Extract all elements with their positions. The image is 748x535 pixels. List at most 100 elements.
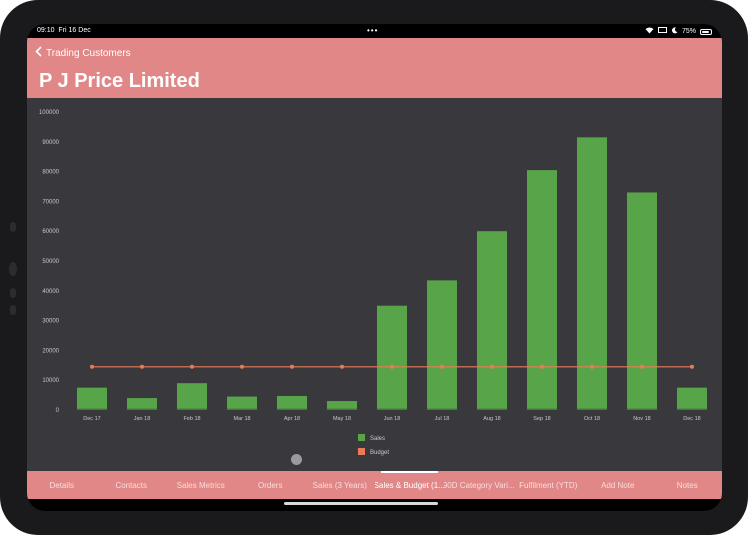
home-indicator-area: [27, 499, 722, 511]
camera: [9, 262, 17, 276]
sales-bar-base: [627, 408, 657, 410]
sales-bar: [327, 401, 357, 410]
status-bar: 09:10 Fri 16 Dec ••• 75%: [27, 24, 722, 38]
sales-bar-base: [427, 408, 457, 410]
sales-bar-base: [127, 408, 157, 410]
sales-bar-base: [277, 408, 307, 410]
sales-bar: [677, 387, 707, 410]
budget-point: [140, 364, 144, 369]
legend-label-budget: Budget: [370, 450, 389, 456]
home-indicator[interactable]: [284, 502, 438, 505]
sales-bar: [577, 137, 607, 410]
time-text: 09:10: [37, 27, 55, 34]
x-tick-label: Dec 17: [83, 416, 100, 422]
screen: 09:10 Fri 16 Dec ••• 75%: [27, 24, 722, 511]
sales-bar-base: [77, 408, 107, 410]
tab-details[interactable]: Details: [49, 480, 74, 490]
y-tick-label: 50000: [42, 259, 59, 265]
y-tick-label: 100000: [39, 110, 60, 116]
x-tick-label: Feb 18: [183, 416, 200, 422]
y-tick-label: 30000: [42, 319, 59, 325]
sales-bar-base: [477, 408, 507, 410]
y-tick-label: 80000: [42, 170, 59, 176]
sales-bar: [377, 305, 407, 410]
screen-mirroring-icon: [657, 27, 667, 36]
chevron-left-icon: [35, 46, 42, 60]
side-button: [10, 305, 16, 315]
sales-bar: [627, 192, 657, 410]
tab-sales-3-years[interactable]: Sales (3 Years): [312, 480, 367, 490]
x-tick-label: Sep 18: [533, 416, 550, 422]
status-icons: 75%: [645, 27, 712, 36]
budget-point: [90, 364, 94, 369]
moon-icon: [671, 27, 678, 36]
tab-sales-metrics[interactable]: Sales Metrics: [176, 480, 225, 490]
budget-point: [490, 364, 494, 369]
x-tick-label: Nov 18: [633, 416, 650, 422]
x-tick-label: Jun 18: [384, 416, 401, 422]
date-text: Fri 16 Dec: [58, 27, 91, 34]
budget-point: [690, 364, 694, 369]
side-button: [10, 288, 16, 298]
sales-bar-base: [577, 408, 607, 410]
battery-percent: 75%: [681, 28, 696, 35]
x-tick-label: Oct 18: [584, 416, 600, 422]
y-tick-label: 0: [56, 408, 60, 414]
x-tick-label: Mar 18: [233, 416, 250, 422]
sales-bar: [277, 395, 307, 410]
sales-bar-base: [677, 408, 707, 410]
legend-swatch-sales: [358, 434, 365, 441]
tab-orders[interactable]: Orders: [258, 480, 283, 490]
budget-point: [440, 364, 444, 369]
tab-fulfilment-ytd[interactable]: Fulfilment (YTD): [519, 480, 578, 490]
scroll-indicator[interactable]: [291, 454, 302, 465]
battery-icon: [700, 28, 712, 35]
tab-sales-budget-1[interactable]: Sales & Budget (1...: [375, 471, 444, 499]
budget-point: [640, 364, 644, 369]
back-button[interactable]: Trading Customers: [35, 46, 131, 60]
chart-area: 0 10000 20000 30000 40000 50000 60000 70000 8000…: [27, 98, 722, 471]
budget-point: [590, 364, 594, 369]
sales-bar: [477, 231, 507, 410]
back-button-label: Trading Customers: [46, 47, 131, 59]
x-tick-label: May 18: [333, 416, 351, 422]
sales-bar: [177, 383, 207, 410]
tab-90d-category-vari[interactable]: 90D Category Vari...: [444, 480, 514, 490]
page-header: Trading Customers P J Price Limited: [27, 38, 722, 98]
x-tick-label: Jul 18: [435, 416, 450, 422]
tab-contacts[interactable]: Contacts: [115, 480, 148, 490]
side-button: [10, 222, 16, 232]
sales-bar: [77, 387, 107, 410]
y-tick-label: 70000: [42, 199, 59, 205]
sales-bar-base: [227, 408, 257, 410]
x-tick-label: Jan 18: [134, 416, 151, 422]
sales-bar: [227, 396, 257, 410]
y-tick-label: 10000: [42, 378, 59, 384]
budget-point: [340, 364, 344, 369]
page-title: P J Price Limited: [39, 70, 200, 92]
budget-point: [190, 364, 194, 369]
y-tick-label: 40000: [42, 289, 59, 295]
sales-bar-base: [177, 408, 207, 410]
wifi-icon: [645, 27, 654, 36]
y-tick-label: 60000: [42, 229, 59, 235]
x-tick-label: Apr 18: [284, 416, 300, 422]
x-tick-label: Dec 18: [683, 416, 700, 422]
sales-bar: [427, 280, 457, 410]
x-tick-label: Aug 18: [483, 416, 500, 422]
y-tick-label: 20000: [42, 348, 59, 354]
status-time: 09:10 Fri 16 Dec: [37, 27, 91, 34]
sales-bar-base: [377, 408, 407, 410]
budget-point: [540, 364, 544, 369]
tab-notes[interactable]: Notes: [676, 480, 698, 490]
sales-bar: [127, 398, 157, 410]
budget-point: [240, 364, 244, 369]
tab-add-note[interactable]: Add Note: [601, 480, 635, 490]
multitasking-dots-icon[interactable]: •••: [367, 26, 379, 35]
tab-bar: Details Contacts Sales Metrics Orders Sales …: [27, 471, 722, 499]
y-tick-label: 90000: [42, 140, 59, 146]
legend-label-sales: Sales: [370, 436, 385, 442]
sales-budget-chart: 0 10000 20000 30000 40000 50000 60000 70000 8000…: [39, 110, 707, 456]
budget-point: [390, 364, 394, 369]
